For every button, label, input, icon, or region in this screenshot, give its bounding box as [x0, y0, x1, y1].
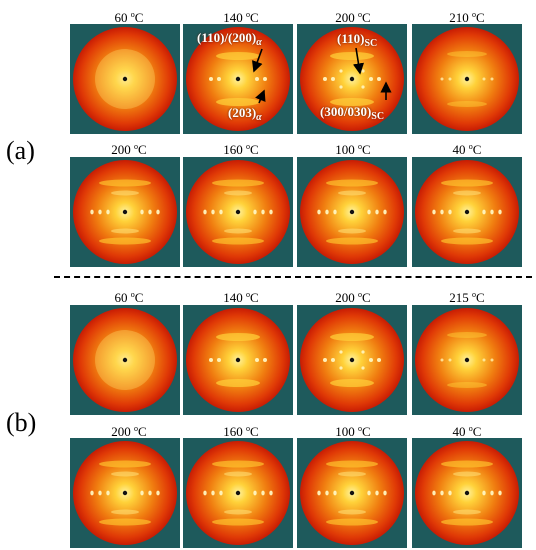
saxs-pattern-image [70, 438, 180, 548]
saxs-pattern-image [70, 157, 180, 267]
temp-label: 160 oC [223, 424, 259, 439]
annotation-203-alpha: (203)α [228, 105, 262, 124]
panel-label-a: (a) [6, 136, 35, 165]
panel-label-b: (b) [6, 408, 37, 437]
saxs-pattern-image [412, 305, 522, 415]
temp-label: 60 oC [114, 10, 144, 25]
temp-label: 200 oC [111, 424, 147, 439]
saxs-pattern-image [70, 24, 180, 134]
temp-label: 200 oC [335, 10, 371, 25]
saxs-pattern-image [183, 438, 293, 548]
temp-label: 140 oC [223, 290, 259, 305]
temp-label: 100 oC [335, 424, 371, 439]
saxs-pattern-image [297, 157, 407, 267]
saxs-pattern-image [297, 438, 407, 548]
temp-label: 210 oC [449, 10, 485, 25]
saxs-pattern-image [412, 24, 522, 134]
temp-label: 100 oC [335, 142, 371, 157]
saxs-pattern-image [183, 305, 293, 415]
saxs-pattern-image [297, 305, 407, 415]
temp-label: 40 oC [452, 424, 482, 439]
annotation-300-030-sc: (300/030)SC [320, 104, 385, 123]
panel-divider [54, 276, 532, 278]
temp-label: 200 oC [335, 290, 371, 305]
temp-label: 215 oC [449, 290, 485, 305]
saxs-pattern-image [297, 24, 407, 134]
temp-label: 140 oC [223, 10, 259, 25]
temp-label: 160 oC [223, 142, 259, 157]
annotation-110-sc: (110)SC [337, 31, 378, 50]
annotation-110-200-alpha: (110)/(200)α [197, 30, 262, 49]
saxs-pattern-image [183, 157, 293, 267]
temp-label: 40 oC [452, 142, 482, 157]
temp-label: 60 oC [114, 290, 144, 305]
saxs-pattern-image [183, 24, 293, 134]
temp-label: 200 oC [111, 142, 147, 157]
saxs-pattern-image [412, 438, 522, 548]
saxs-pattern-image [70, 305, 180, 415]
saxs-pattern-image [412, 157, 522, 267]
